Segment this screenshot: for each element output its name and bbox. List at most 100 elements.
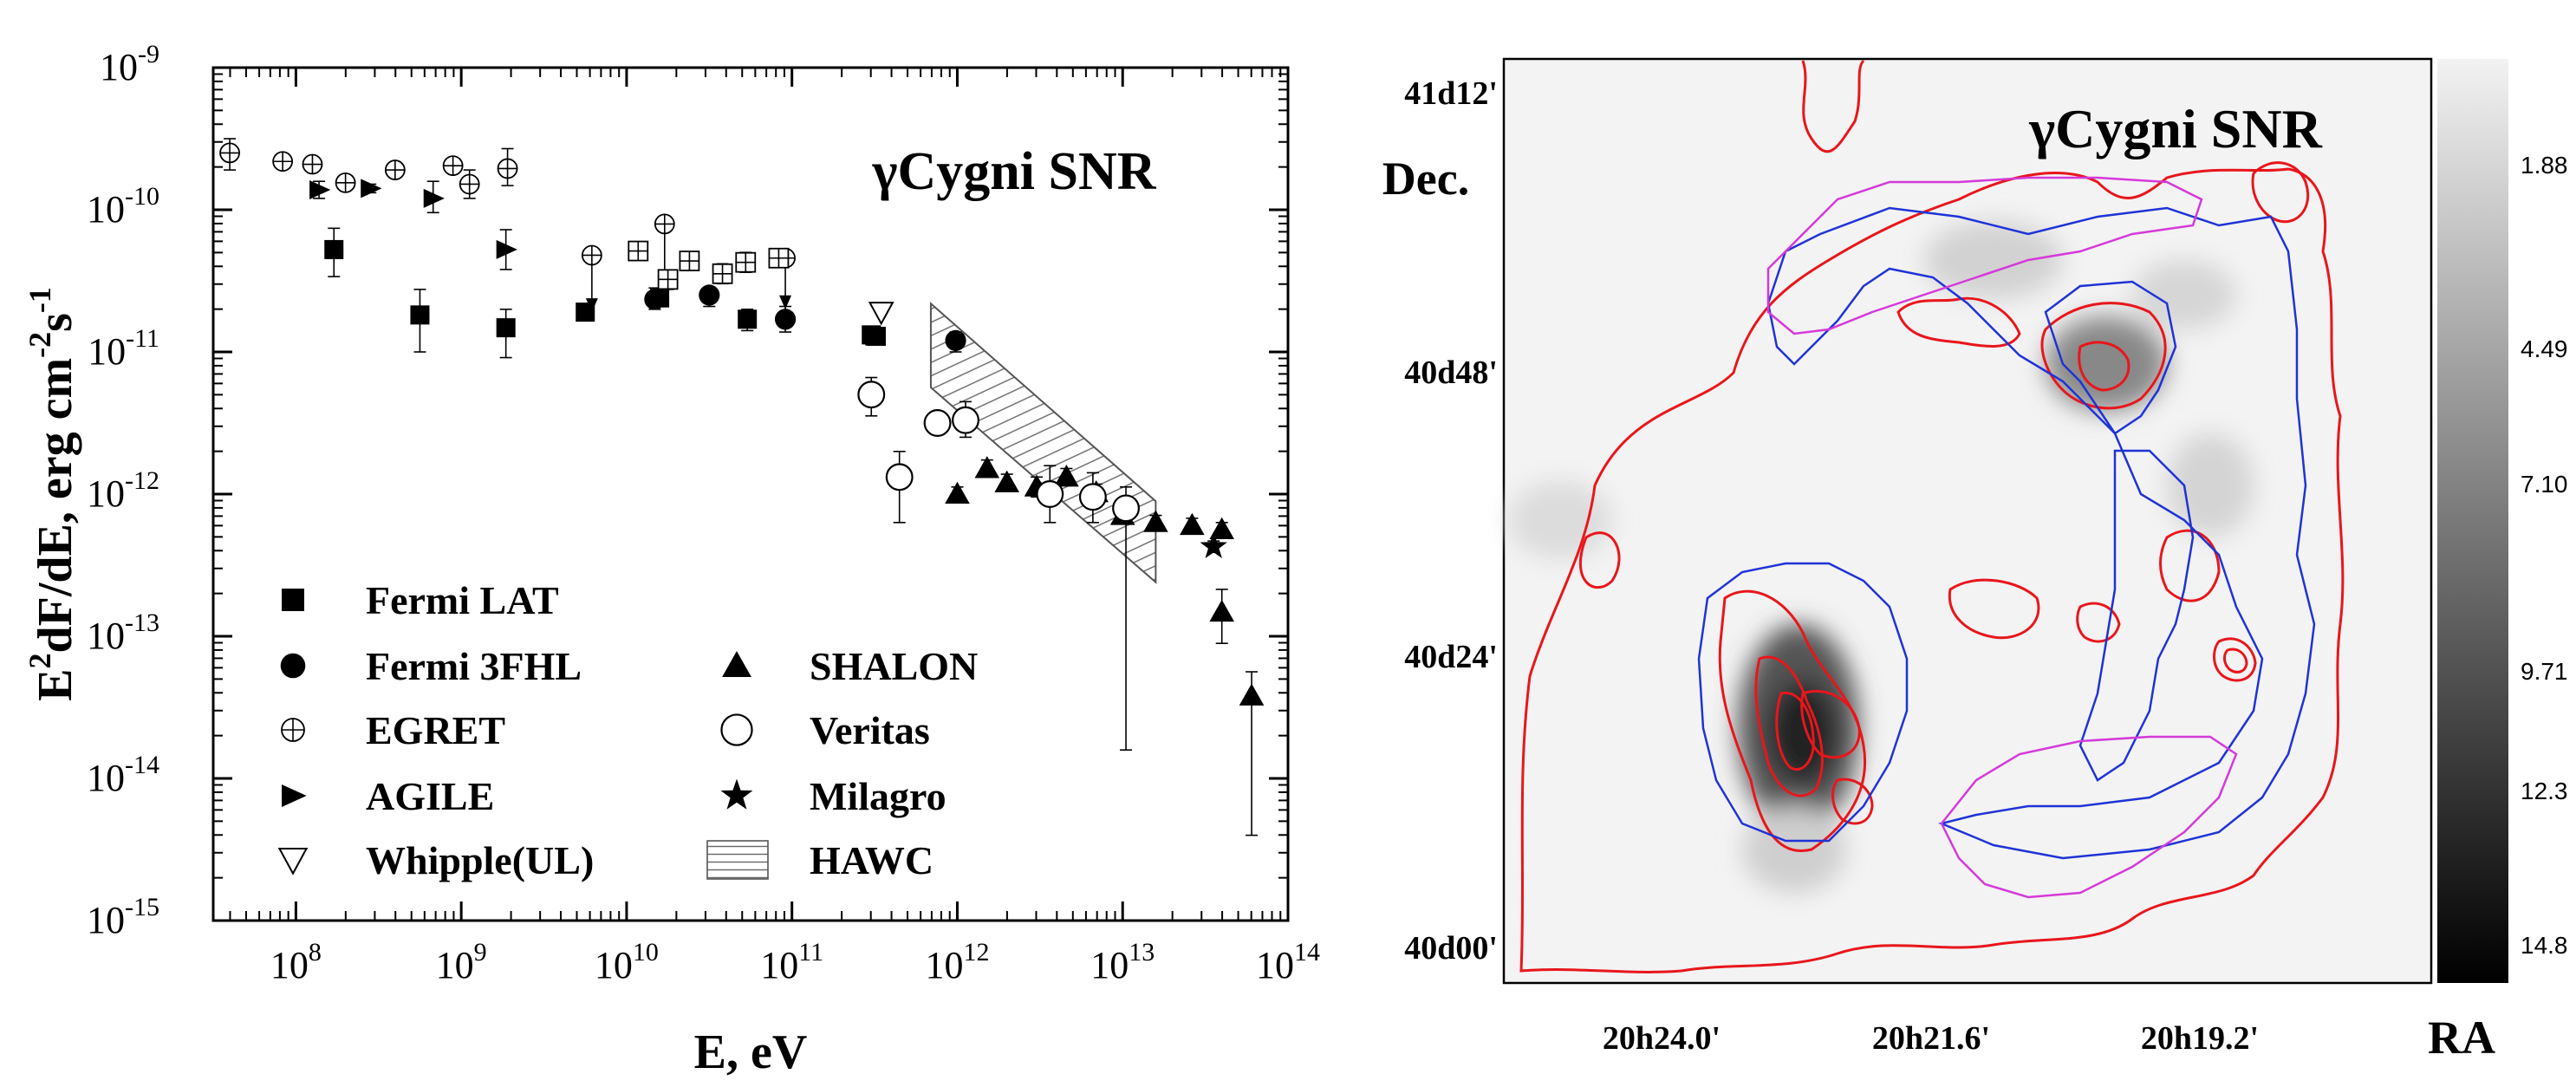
map-xtick-1: 20h24.0' xyxy=(1603,1020,1721,1057)
x-tick-label: 1013 xyxy=(1090,938,1155,986)
shalon-point xyxy=(1143,510,1168,532)
egret-boxed-point xyxy=(657,269,679,290)
egret-point xyxy=(497,158,518,179)
egret-point xyxy=(302,153,323,175)
map-background xyxy=(1502,57,2433,985)
fermi-3fhl-point xyxy=(644,289,666,310)
y-tick-label: 10-12 xyxy=(87,466,159,515)
legend-hawc-swatch xyxy=(706,840,769,880)
legend-label: Milagro xyxy=(810,774,946,818)
agile-point xyxy=(423,188,445,208)
colorbar-tick-6: 14.8 xyxy=(2521,932,2568,959)
magenta-contours xyxy=(1766,176,2238,899)
legend-marker xyxy=(277,848,309,875)
whipple-ul--point xyxy=(868,302,894,326)
legend-label: Veritas xyxy=(810,708,930,752)
shalon-point xyxy=(1054,465,1079,487)
map-xtick-2: 20h21.6' xyxy=(1872,1020,1990,1057)
veritas-point xyxy=(1112,494,1140,523)
sed-title: γCygni SNR xyxy=(871,142,1156,201)
fermi-3fhl-point xyxy=(774,309,797,330)
sed-axis-ticks: 108 109 1010 1011 1012 1013 1014 10-15 10-14 10-1… xyxy=(87,40,1320,986)
egret-boxed-point xyxy=(712,263,733,284)
fermi-3fhl-point xyxy=(699,284,720,306)
sed-plot: 108 109 1010 1011 1012 1013 1014 10-15 10-14 10-1… xyxy=(23,40,1320,1079)
map-ytick-2: 40d48' xyxy=(1404,355,1498,391)
legend-label: Whipple(UL) xyxy=(366,838,594,882)
y-tick-label: 10-15 xyxy=(87,893,159,941)
legend-marker xyxy=(722,651,751,677)
map-xtick-3: 20h19.2' xyxy=(2141,1020,2259,1057)
agile-point xyxy=(496,239,517,259)
y-tick-label: 10-11 xyxy=(88,324,159,373)
legend-marker xyxy=(720,778,753,810)
map-ylabel: Dec. xyxy=(1382,153,1469,205)
agile-point xyxy=(309,180,331,200)
fermi-lat-point xyxy=(576,303,595,322)
veritas-point xyxy=(923,409,952,437)
veritas-point xyxy=(885,463,914,491)
milagro-point xyxy=(1200,532,1227,558)
egret-point xyxy=(442,155,464,177)
map-ytick-3: 40d24' xyxy=(1404,639,1498,675)
shalon-point xyxy=(1209,517,1234,539)
agile-point xyxy=(361,179,382,199)
colorbar-tick-1: 1.88 xyxy=(2521,152,2568,179)
colorbar xyxy=(2437,59,2508,983)
fermi-lat-point xyxy=(738,309,758,329)
shalon-point xyxy=(945,481,970,504)
colorbar-tick-2: 4.49 xyxy=(2521,335,2568,362)
map-ytick-labels: 41d12' 40d48' 40d24' 40d00' xyxy=(1404,75,1498,967)
x-tick-label: 1010 xyxy=(595,938,659,986)
fermi-lat-point xyxy=(324,239,344,259)
colorbar-tick-3: 7.10 xyxy=(2521,471,2568,498)
map-ytick-4: 40d00' xyxy=(1404,930,1498,967)
shalon-point xyxy=(1180,512,1205,536)
veritas-point xyxy=(857,381,886,409)
sky-map: γCygni SNR Dec. RA 41d12' 40d48' 40d24' … xyxy=(1382,57,2568,1064)
egret-boxed-point xyxy=(735,251,757,273)
y-tick-label: 10-10 xyxy=(87,182,159,231)
egret-point xyxy=(272,151,294,172)
legend-marker xyxy=(280,653,306,679)
legend-marker xyxy=(720,713,753,746)
shalon-point xyxy=(974,456,1000,478)
y-tick-label: 10-9 xyxy=(100,40,159,88)
x-axis-label: E, eV xyxy=(694,1025,808,1079)
egret-point xyxy=(335,172,356,193)
fermi-lat-point xyxy=(410,305,430,325)
legend-marker xyxy=(282,589,304,611)
veritas-point xyxy=(1036,480,1064,508)
legend-marker xyxy=(282,784,307,807)
shalon-point xyxy=(994,470,1019,492)
fermi-lat-point xyxy=(496,318,516,338)
egret-boxed-point xyxy=(628,240,649,262)
x-tick-label: 1011 xyxy=(760,938,823,986)
legend-marker xyxy=(281,718,305,742)
sed-legend: Fermi LAT Fermi 3FHL EGRET AGILE Whipple(UL)… xyxy=(277,578,978,882)
hawc-band-area xyxy=(929,302,1157,584)
shalon-point xyxy=(1239,683,1265,706)
colorbar-tick-5: 12.3 xyxy=(2521,778,2568,804)
egret-boxed-point xyxy=(768,247,790,269)
fermi-lat-point xyxy=(866,326,886,346)
x-tick-label: 109 xyxy=(436,938,487,986)
colorbar-tick-4: 9.71 xyxy=(2521,658,2568,685)
map-xtick-labels: 20h24.0' 20h21.6' 20h19.2' xyxy=(1603,1020,2259,1057)
y-axis-label: E2dF/dE, erg cm-2s-1 xyxy=(23,287,82,701)
legend-label: Fermi 3FHL xyxy=(366,644,582,688)
egret-point xyxy=(384,159,406,180)
red-contours xyxy=(1519,59,2345,973)
map-title: γCygni SNR xyxy=(2028,98,2322,159)
egret-uls-point xyxy=(581,244,602,266)
map-ytick-1: 41d12' xyxy=(1404,75,1498,112)
legend-label: AGILE xyxy=(366,774,494,818)
x-tick-label: 1012 xyxy=(925,938,989,986)
egret-point xyxy=(459,173,480,195)
colorbar-ticks: 1.88 4.49 7.10 9.71 12.3 14.8 xyxy=(2521,152,2568,959)
veritas-point xyxy=(952,406,979,434)
hawc-band xyxy=(929,302,1157,584)
egret-uls-point xyxy=(654,213,675,235)
veritas-point xyxy=(1078,483,1107,511)
